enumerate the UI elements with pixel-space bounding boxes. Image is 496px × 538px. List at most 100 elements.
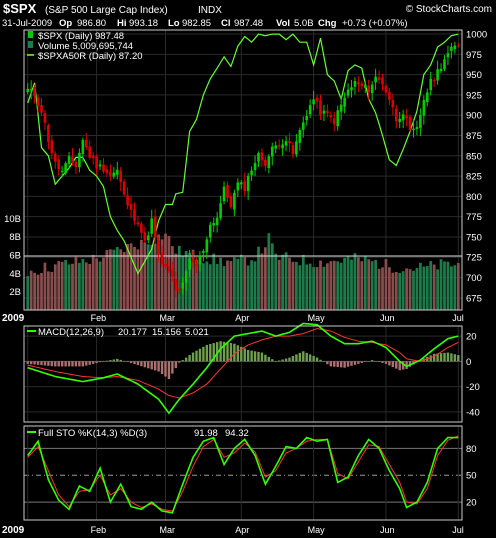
candle <box>360 80 364 91</box>
candle-body <box>267 156 271 168</box>
x-axis-label: Jul <box>452 525 464 535</box>
candle-body <box>363 84 367 88</box>
macd-histogram-bar <box>336 361 339 368</box>
x-axis-label: Jun <box>380 525 395 535</box>
candle <box>50 135 54 160</box>
candle <box>315 94 319 110</box>
volume-bar <box>91 254 95 310</box>
volume-bar <box>456 262 460 310</box>
candle-body <box>105 169 109 174</box>
stochastic-d-value: 94.32 <box>225 428 249 439</box>
price-tick-label: 925 <box>466 90 482 101</box>
candle <box>29 80 33 100</box>
volume-axis: 2B 4B 6B 8B 10B <box>4 214 21 298</box>
volume-bar <box>329 261 333 310</box>
stochastic-panel-border <box>23 425 463 521</box>
candle-body <box>250 170 253 176</box>
quote-date: 31-Jul-2009 <box>2 18 52 29</box>
volume-bar <box>419 262 422 310</box>
candle-body <box>346 89 350 96</box>
candle <box>33 84 36 104</box>
macd-histogram-bar <box>319 359 322 362</box>
x-axis-label: Jun <box>380 313 395 323</box>
price-tick-label: 900 <box>466 111 482 122</box>
volume-bar <box>432 264 436 310</box>
candle-body <box>174 279 178 291</box>
volume-bar <box>64 259 67 310</box>
macd-histogram-bar <box>43 361 47 366</box>
x-axis-label: Apr <box>235 313 249 323</box>
volume-bar <box>60 261 64 310</box>
macd-histogram-bar <box>395 361 398 369</box>
candle-body <box>112 172 116 177</box>
macd-histogram-bar <box>457 355 460 362</box>
candle <box>398 111 402 129</box>
volume-tick-label: 6B <box>9 251 21 262</box>
macd-histogram-bar <box>181 360 184 362</box>
stochastic-tick-label: 50 <box>466 471 477 482</box>
macd-histogram-bar <box>377 361 381 362</box>
change-value: +0.73 (+0.07%) <box>342 18 408 29</box>
macd-histogram-bar <box>388 361 391 366</box>
candle <box>425 88 429 107</box>
candle <box>236 178 240 198</box>
volume-bar <box>288 257 291 310</box>
volume-bar <box>281 254 284 310</box>
candle-body <box>288 141 291 144</box>
macd-histogram-bar <box>343 361 346 368</box>
candle <box>260 148 264 167</box>
volume-bar <box>332 260 336 310</box>
volume-bar <box>439 259 443 310</box>
candle-body <box>291 145 295 155</box>
volume-bar <box>119 249 123 310</box>
candle-body <box>129 203 133 210</box>
candle <box>239 180 243 190</box>
volume-bar <box>78 262 81 310</box>
candle-body <box>394 108 398 122</box>
candle <box>322 104 326 122</box>
candle-body <box>339 104 343 112</box>
price-panel: 675 700 725 750 775 800 825 850 875 900 925 950 975 1… <box>2 29 487 324</box>
candle <box>84 132 88 151</box>
macd-histogram-bar <box>116 358 119 362</box>
candle-body <box>432 79 436 81</box>
candle <box>91 152 95 165</box>
macd-histogram-bar <box>264 354 267 362</box>
candle-body <box>67 156 71 164</box>
x-axis-label: Jul <box>452 313 464 323</box>
candle-body <box>146 235 150 241</box>
candle <box>384 83 388 96</box>
candle <box>343 92 346 114</box>
macd-histogram-bar <box>267 356 271 362</box>
macd-histogram-bar <box>329 361 333 367</box>
volume-bar <box>295 261 298 310</box>
macd-panel-border <box>23 325 463 423</box>
volume-bar-icon <box>28 41 33 48</box>
x-axis-labels-top: 2009 Feb Mar Apr May Jun Jul <box>2 313 464 324</box>
candle <box>439 63 443 74</box>
candle-body <box>95 156 98 169</box>
candle <box>115 161 119 180</box>
candle-body <box>188 258 191 270</box>
volume-bar <box>336 261 340 310</box>
close-label: Cl <box>221 18 231 29</box>
volume-bar <box>391 272 395 310</box>
candle-body <box>198 255 202 265</box>
volume-bar <box>343 258 346 310</box>
candle <box>43 109 47 131</box>
candle-body <box>212 222 216 226</box>
macd-histogram-bar <box>257 351 260 362</box>
macd-histogram-bar <box>167 361 171 380</box>
macd-histogram-bar <box>171 361 174 374</box>
macd-histogram-bar <box>198 348 202 362</box>
candle <box>250 166 253 182</box>
volume-bar <box>236 258 240 310</box>
candle-body <box>246 175 250 192</box>
volume-bar <box>143 242 147 310</box>
candle <box>357 76 360 93</box>
macd-histogram-bar <box>102 361 105 362</box>
candle-body <box>284 141 288 146</box>
candle-body <box>370 84 374 93</box>
price-tick-label: 825 <box>466 172 482 183</box>
volume-bar <box>353 253 357 310</box>
